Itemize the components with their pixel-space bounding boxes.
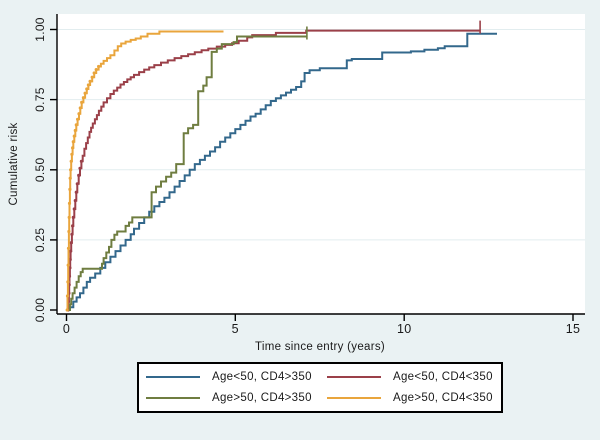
y-tick-label: 0.00 (33, 298, 47, 323)
marker-dot-age-over-50-cd4-under-350 (97, 64, 101, 69)
marker-dot-age-over-50-cd4-under-350 (69, 159, 73, 163)
marker-dot-age-under-50-cd4-under-350 (79, 159, 83, 163)
marker-dot-age-under-50-cd4-under-350 (69, 241, 73, 245)
marker-dot-age-over-50-cd4-under-350 (67, 229, 71, 234)
marker-dot-age-over-50-cd4-under-350 (66, 246, 71, 250)
curve-age-under-50-cd4-over-350 (68, 32, 497, 311)
marker-dot-age-under-50-cd4-under-350 (72, 207, 76, 211)
legend-item-age-over-50-cd4-under-350: Age>50, CD4<350 (320, 389, 501, 407)
y-tick-label: 0.50 (33, 157, 47, 182)
y-tick-label: 0.75 (33, 87, 47, 112)
marker-dot-age-over-50-cd4-under-350 (81, 96, 85, 100)
marker-dot-age-over-50-cd4-under-350 (76, 117, 80, 121)
legend-label: Age>50, CD4>350 (212, 392, 312, 405)
marker-dot-age-over-50-cd4-under-350 (66, 263, 70, 267)
marker-dot-age-over-50-cd4-under-350 (86, 83, 90, 87)
marker-dot-age-under-50-cd4-under-350 (78, 166, 82, 170)
y-axis-title: Cumulative risk (8, 122, 20, 205)
x-axis-title: Time since entry (years) (255, 341, 385, 353)
x-tick-label: 0 (63, 322, 70, 336)
x-tick-label: 5 (232, 322, 239, 336)
legend-line-sample (327, 375, 381, 378)
marker-dot-age-over-50-cd4-under-350 (72, 134, 76, 138)
marker-dot-age-over-50-cd4-under-350 (85, 87, 89, 91)
y-tick-label: 1.00 (33, 17, 47, 42)
marker-dot-age-under-50-cd4-under-350 (75, 182, 79, 186)
axes: 0.00 0.25 0.50 0.75 1.00 0 5 10 15 (33, 14, 585, 336)
gridlines (57, 29, 585, 241)
chart-legend: Age<50, CD4>350 Age<50, CD4<350 Age>50, CD… (137, 362, 503, 413)
marker-dot-age-under-50-cd4-under-350 (71, 224, 75, 228)
marker-dot-age-under-50-cd4-under-350 (71, 215, 75, 219)
x-tick-label: 15 (566, 322, 581, 336)
marker-dot-age-over-50-cd4-under-350 (94, 68, 98, 72)
legend-label: Age>50, CD4<350 (393, 392, 493, 405)
marker-dot-age-over-50-cd4-under-350 (74, 123, 78, 127)
marker-dot-age-over-50-cd4-under-350 (68, 176, 72, 180)
curve-age-over-50-cd4-over-350 (68, 35, 307, 311)
marker-dot-age-over-50-cd4-under-350 (78, 106, 82, 110)
x-tick-label: 10 (397, 322, 412, 336)
marker-dot-age-under-50-cd4-under-350 (70, 232, 74, 236)
marker-dot-age-over-50-cd4-under-350 (83, 91, 87, 95)
marker-dot-age-under-50-cd4-under-350 (73, 199, 77, 203)
plot-area (57, 14, 585, 314)
legend-item-age-under-50-cd4-under-350: Age<50, CD4<350 (320, 368, 501, 386)
marker-dot-age-over-50-cd4-under-350 (65, 308, 69, 312)
marker-dot-age-over-50-cd4-under-350 (88, 79, 92, 83)
marker-dot-age-over-50-cd4-under-350 (73, 128, 77, 133)
marker-dot-age-over-50-cd4-under-350 (80, 100, 84, 104)
legend-item-age-over-50-cd4-over-350: Age>50, CD4>350 (139, 389, 320, 407)
legend-line-sample (146, 375, 200, 378)
marker-dot-age-over-50-cd4-under-350 (92, 71, 96, 75)
marker-dot-age-over-50-cd4-under-350 (68, 187, 72, 191)
marker-dot-age-over-50-cd4-under-350 (90, 75, 94, 79)
marker-dot-age-over-50-cd4-under-350 (67, 215, 71, 219)
marker-dot-age-over-50-cd4-under-350 (69, 168, 73, 172)
series-curves (65, 20, 497, 312)
marker-dot-age-over-50-cd4-under-350 (67, 201, 72, 205)
marker-dot-age-under-50-cd4-under-350 (77, 173, 81, 177)
legend-label: Age<50, CD4>350 (212, 370, 312, 383)
legend-line-sample (327, 397, 381, 400)
legend-label: Age<50, CD4<350 (393, 370, 493, 383)
marker-dot-age-over-50-cd4-under-350 (71, 140, 75, 144)
marker-dot-age-over-50-cd4-under-350 (70, 152, 74, 156)
marker-dot-age-over-50-cd4-under-350 (77, 112, 81, 116)
marker-dot-age-under-50-cd4-under-350 (69, 249, 73, 253)
marker-dot-age-over-50-cd4-under-350 (66, 280, 70, 284)
marker-dot-age-under-50-cd4-under-350 (74, 190, 78, 194)
marker-dot-age-over-50-cd4-under-350 (71, 146, 75, 150)
legend-line-sample (146, 397, 200, 400)
y-tick-label: 0.25 (33, 228, 47, 253)
legend-item-age-under-50-cd4-over-350: Age<50, CD4>350 (139, 368, 320, 386)
marker-dot-age-over-50-cd4-under-350 (65, 294, 70, 298)
